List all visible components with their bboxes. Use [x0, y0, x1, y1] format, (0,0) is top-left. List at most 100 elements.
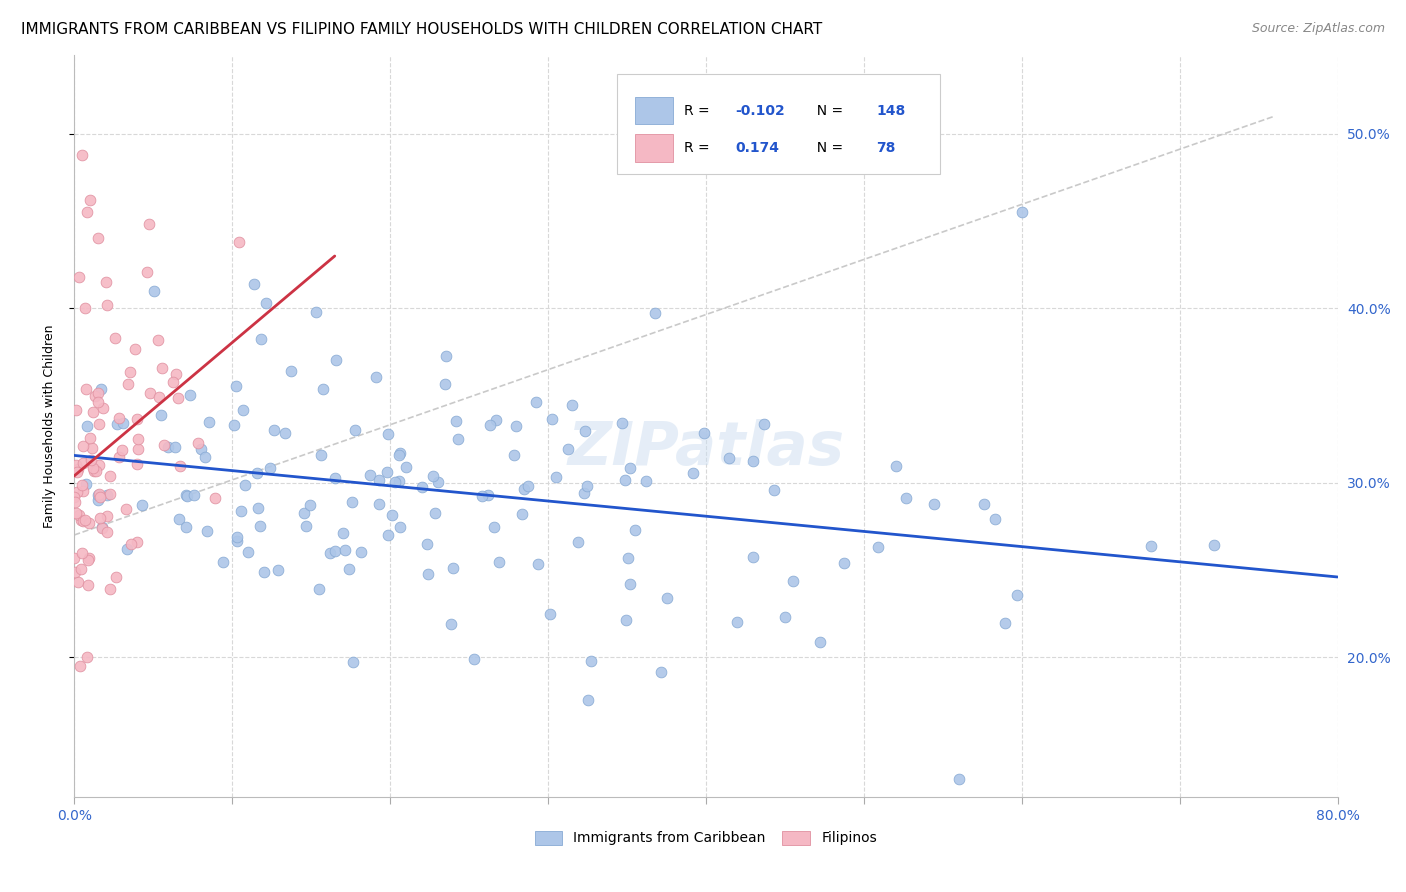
Point: [655, 591, 678, 606]
Point: [153, 437, 176, 451]
Point: [446, 414, 468, 428]
Point: [77, 578, 100, 592]
Point: [682, 466, 704, 480]
Point: [1202, 538, 1225, 552]
Point: [108, 411, 131, 425]
Point: [1011, 205, 1033, 219]
Point: [70, 478, 93, 492]
Point: [579, 654, 602, 668]
Point: [377, 528, 399, 542]
Point: [72, 439, 94, 453]
Point: [342, 655, 364, 669]
Point: [384, 475, 406, 489]
Point: [574, 424, 596, 438]
Point: [808, 634, 831, 648]
Point: [79, 193, 101, 207]
Point: [742, 454, 765, 468]
Point: [163, 441, 186, 455]
Legend: Immigrants from Caribbean, Filipinos: Immigrants from Caribbean, Filipinos: [534, 830, 877, 846]
Point: [578, 693, 600, 707]
Point: [243, 277, 266, 292]
Point: [91, 521, 114, 535]
Point: [868, 541, 890, 555]
Point: [292, 507, 315, 521]
Point: [70, 513, 93, 527]
Point: [295, 518, 318, 533]
Point: [117, 376, 139, 391]
Point: [167, 391, 190, 405]
Point: [179, 388, 201, 402]
Point: [67, 574, 90, 589]
Point: [111, 442, 134, 457]
Point: [115, 542, 138, 557]
Point: [70, 147, 93, 161]
Point: [131, 498, 153, 512]
Point: [517, 478, 540, 492]
Point: [84, 464, 107, 478]
Point: [502, 448, 524, 462]
Point: [561, 399, 583, 413]
Point: [63, 495, 86, 509]
Point: [323, 470, 346, 484]
Point: [614, 613, 637, 627]
Point: [612, 416, 634, 430]
Point: [107, 450, 129, 464]
Point: [434, 349, 457, 363]
Point: [96, 488, 118, 502]
Point: [367, 497, 389, 511]
Point: [77, 516, 100, 531]
Point: [167, 511, 190, 525]
Point: [567, 535, 589, 549]
Point: [148, 391, 170, 405]
Point: [631, 127, 654, 141]
Point: [176, 488, 198, 502]
Point: [76, 650, 98, 665]
Point: [388, 519, 411, 533]
Point: [187, 436, 209, 450]
Point: [984, 512, 1007, 526]
Point: [138, 385, 160, 400]
Point: [86, 386, 108, 401]
Point: [120, 537, 142, 551]
Point: [263, 423, 285, 437]
Point: [76, 205, 98, 219]
Point: [274, 425, 297, 440]
Point: [124, 343, 146, 357]
Point: [69, 659, 91, 673]
Point: [98, 486, 121, 500]
Point: [308, 582, 330, 596]
Point: [619, 461, 641, 475]
Point: [478, 417, 501, 432]
Point: [87, 231, 110, 245]
Point: [104, 331, 127, 345]
Text: 148: 148: [876, 103, 905, 118]
Point: [73, 513, 96, 527]
Text: N =: N =: [808, 141, 848, 155]
Point: [89, 458, 111, 472]
Point: [114, 501, 136, 516]
Point: [96, 525, 118, 540]
Point: [96, 298, 118, 312]
Point: [1139, 540, 1161, 554]
Point: [127, 442, 149, 457]
Point: [973, 497, 995, 511]
Text: 0.174: 0.174: [735, 141, 779, 155]
Point: [87, 417, 110, 432]
Point: [65, 402, 87, 417]
Point: [834, 556, 856, 570]
Point: [650, 665, 672, 679]
Point: [894, 491, 917, 505]
Point: [76, 418, 98, 433]
Point: [94, 275, 117, 289]
Point: [692, 426, 714, 441]
Point: [359, 467, 381, 482]
Point: [66, 485, 89, 500]
Point: [86, 493, 108, 508]
Point: [349, 545, 371, 559]
Point: [388, 448, 411, 462]
Point: [309, 448, 332, 462]
Point: [488, 555, 510, 569]
Point: [249, 519, 271, 533]
FancyBboxPatch shape: [617, 74, 939, 174]
Point: [148, 333, 170, 347]
